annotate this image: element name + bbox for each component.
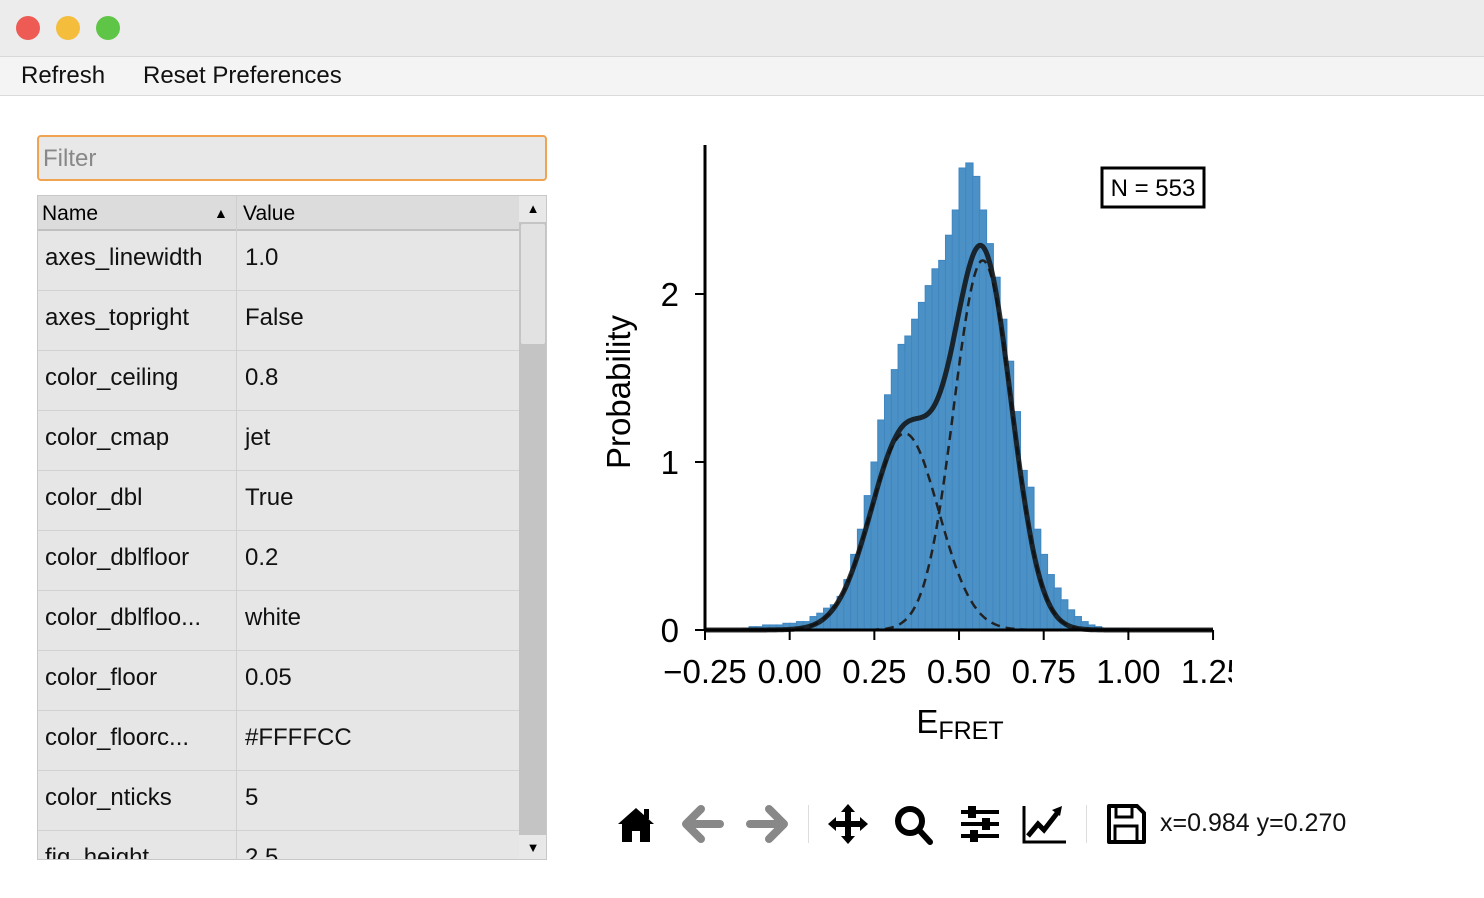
row-value[interactable]: True (245, 484, 294, 511)
histogram-bar (958, 167, 967, 631)
row-value[interactable]: 2.5 (245, 844, 279, 860)
name-column-header[interactable]: Name (42, 202, 99, 225)
filter-input[interactable]: Filter (37, 135, 547, 181)
table-row[interactable]: color_floor 0.05 (38, 650, 519, 711)
row-name: fig_height (45, 844, 150, 860)
scroll-up-icon[interactable]: ▲ (519, 196, 546, 222)
title-bar (0, 0, 1484, 57)
row-name: color_floorc... (45, 724, 190, 751)
close-button[interactable] (16, 16, 40, 40)
histogram-bar (985, 243, 994, 631)
x-tick-label: 0.00 (758, 653, 822, 690)
row-name: axes_topright (45, 304, 190, 331)
table-row[interactable]: color_dbl True (38, 470, 519, 531)
x-axis-label: EFRET (916, 703, 1003, 745)
reset-preferences-menu[interactable]: Reset Preferences (143, 62, 342, 89)
row-value[interactable]: 0.8 (245, 364, 279, 391)
histogram-bar (924, 285, 933, 631)
column-divider (236, 196, 237, 859)
table-row[interactable]: color_dblfloo... white (38, 590, 519, 651)
row-value[interactable]: 0.05 (245, 664, 292, 691)
row-name: color_dblfloo... (45, 604, 202, 631)
table-row[interactable]: axes_topright False (38, 290, 519, 351)
row-name: color_cmap (45, 424, 170, 451)
x-axis-label-main: E (916, 703, 938, 740)
scrollbar-thumb[interactable] (521, 224, 545, 344)
y-tick-label: 0 (661, 612, 679, 649)
zoom-button[interactable] (96, 16, 120, 40)
toolbar-separator (1086, 805, 1087, 843)
row-value[interactable]: #FFFFCC (245, 724, 352, 751)
toolbar-separator (808, 805, 809, 843)
histogram-bar (890, 369, 900, 631)
preferences-table: Name ▲ Value axes_linewidth 1.0 axes_topri… (37, 195, 547, 860)
row-value[interactable]: 1.0 (245, 244, 279, 271)
table-header: Name ▲ Value (38, 196, 519, 231)
histogram-bar (965, 162, 974, 631)
y-axis-label: Probability (600, 314, 637, 469)
histogram-bar (911, 318, 920, 631)
table-row[interactable]: color_dblfloor 0.2 (38, 530, 519, 591)
row-name: color_nticks (45, 784, 172, 811)
efret-histogram-chart: −0.25 0.00 0.25 0.50 0.75 1.00 1.25 0 1 2 Probabil… (600, 145, 1232, 745)
x-tick-label: 1.00 (1096, 653, 1160, 690)
edit-axis-icon[interactable] (1022, 802, 1066, 846)
y-tick-label: 1 (661, 444, 679, 481)
x-axis-label-subscript: FRET (938, 717, 1003, 745)
row-name: color_dbl (45, 484, 143, 511)
table-row[interactable]: axes_linewidth 1.0 (38, 230, 519, 291)
x-tick-label: 0.50 (927, 653, 991, 690)
row-name: color_dblfloor (45, 544, 190, 571)
configure-subplots-icon[interactable] (958, 802, 1002, 846)
table-row[interactable]: fig_height 2.5 (38, 830, 519, 860)
x-tick-label: 0.25 (842, 653, 906, 690)
forward-icon[interactable] (745, 802, 789, 846)
x-tick-label: 1.25 (1181, 653, 1232, 690)
row-name: color_floor (45, 664, 158, 691)
row-value[interactable]: False (245, 304, 304, 331)
row-name: color_ceiling (45, 364, 179, 391)
home-icon[interactable] (614, 802, 658, 846)
histogram-bar (978, 209, 988, 631)
save-icon[interactable] (1104, 802, 1148, 846)
histogram-bar (904, 335, 913, 631)
refresh-menu[interactable]: Refresh (21, 62, 106, 89)
histogram-bar (938, 259, 947, 631)
menu-bar: Refresh Reset Preferences (0, 57, 1484, 96)
histogram-bar (897, 343, 906, 631)
x-tick-label: 0.75 (1012, 653, 1076, 690)
minimize-button[interactable] (56, 16, 80, 40)
cursor-coordinates: x=0.984 y=0.270 (1160, 809, 1347, 837)
histogram-bar (992, 276, 1001, 631)
zoom-icon[interactable] (891, 802, 935, 846)
sample-count-annotation: N = 553 (1111, 175, 1196, 202)
table-row[interactable]: color_cmap jet (38, 410, 519, 471)
y-tick-label: 2 (661, 276, 679, 313)
scrollbar[interactable]: ▲ ▼ (519, 196, 546, 859)
x-tick-label: −0.25 (663, 653, 747, 690)
histogram-bar (1053, 587, 1062, 631)
sort-ascending-icon: ▲ (214, 205, 228, 221)
histogram-bar (884, 394, 893, 631)
row-value[interactable]: jet (245, 424, 271, 451)
histogram-bar (931, 268, 940, 631)
row-value[interactable]: 0.2 (245, 544, 279, 571)
annotation-box (1100, 166, 1206, 209)
histogram-bar (877, 419, 886, 631)
value-column-header[interactable]: Value (243, 202, 296, 225)
back-icon[interactable] (681, 802, 725, 846)
table-row[interactable]: color_floorc... #FFFFCC (38, 710, 519, 771)
scroll-down-icon[interactable]: ▼ (519, 835, 546, 859)
row-name: axes_linewidth (45, 244, 203, 271)
row-value[interactable]: white (245, 604, 302, 631)
row-value[interactable]: 5 (245, 784, 259, 811)
table-row[interactable]: color_nticks 5 (38, 770, 519, 831)
pan-icon[interactable] (826, 802, 870, 846)
table-row[interactable]: color_ceiling 0.8 (38, 350, 519, 411)
